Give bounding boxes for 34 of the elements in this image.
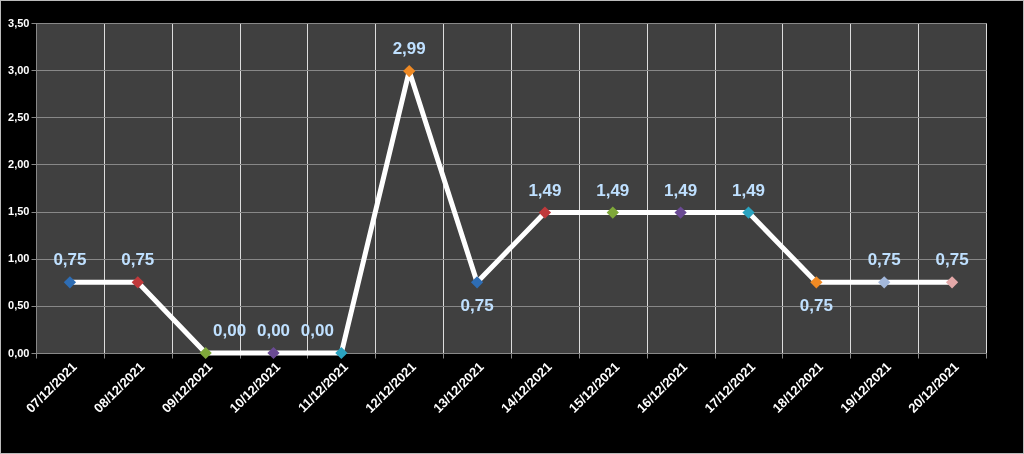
- data-label: 0,75: [867, 250, 901, 270]
- y-tick-label: 2,50: [8, 110, 30, 123]
- point: [267, 346, 280, 360]
- point: [674, 206, 687, 219]
- point: [606, 206, 619, 219]
- data-label: 1,49: [528, 180, 562, 200]
- y-tick-label: 2,00: [8, 157, 30, 170]
- point: [63, 276, 77, 289]
- data-label: 2,99: [392, 39, 426, 59]
- data-label: 1,49: [596, 180, 630, 200]
- point: [403, 64, 416, 78]
- y-tick-label: 3,00: [8, 63, 30, 76]
- data-label: 0,75: [121, 250, 155, 270]
- data-label: 0,75: [935, 250, 969, 270]
- point: [538, 206, 552, 219]
- point: [945, 276, 959, 289]
- data-label: 1,49: [731, 180, 766, 200]
- point: [335, 346, 348, 360]
- data-label: 0,75: [460, 296, 494, 316]
- point: [470, 276, 484, 289]
- data-label: 0,00: [256, 321, 291, 340]
- y-tick-label: 1,00: [8, 252, 30, 265]
- data-label: 1,49: [664, 180, 698, 200]
- point: [199, 346, 212, 360]
- point: [878, 276, 891, 289]
- point: [742, 206, 755, 219]
- y-tick-label: 3,50: [8, 16, 30, 29]
- y-tick-label: 1,50: [8, 205, 30, 218]
- y-tick-label: 0,00: [8, 346, 30, 359]
- point: [131, 276, 144, 289]
- data-label: 0,75: [799, 296, 833, 316]
- data-label: 0,75: [53, 250, 87, 270]
- point: [810, 276, 823, 289]
- y-tick-label: 0,50: [8, 299, 30, 312]
